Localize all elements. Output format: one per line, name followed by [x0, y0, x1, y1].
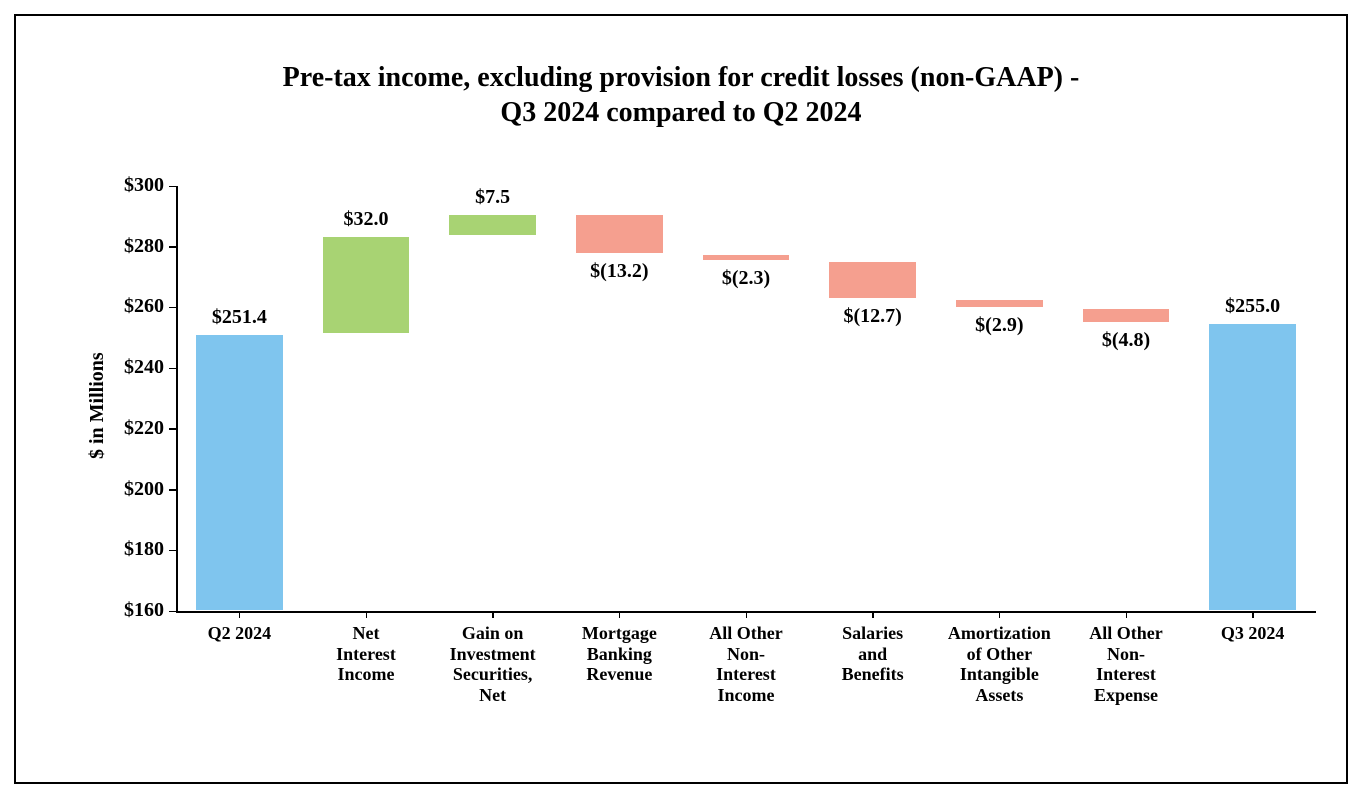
x-tick: [1252, 611, 1254, 618]
x-tick: [999, 611, 1001, 618]
category-label: All Other Non- Interest Income: [683, 623, 810, 706]
x-tick: [366, 611, 368, 618]
chart-title: Pre-tax income, excluding provision for …: [16, 60, 1346, 130]
y-axis-label: $ in Millions: [86, 352, 109, 459]
waterfall-bar: [1208, 323, 1297, 611]
category-label: Q2 2024: [176, 623, 303, 644]
waterfall-bar: [702, 254, 791, 261]
value-label: $251.4: [166, 306, 313, 329]
y-tick: [169, 428, 176, 430]
y-tick-label: $200: [16, 478, 164, 501]
value-label: $(12.7): [799, 305, 946, 328]
category-label: Net Interest Income: [303, 623, 430, 685]
value-label: $(2.3): [673, 267, 820, 290]
y-tick: [169, 368, 176, 370]
y-tick-label: $280: [16, 235, 164, 258]
waterfall-bar: [448, 214, 537, 237]
value-label: $(13.2): [546, 260, 693, 283]
category-label: Mortgage Banking Revenue: [556, 623, 683, 685]
x-tick: [1126, 611, 1128, 618]
y-axis: [176, 186, 178, 611]
y-tick: [169, 611, 176, 613]
y-tick-label: $300: [16, 174, 164, 197]
waterfall-bar: [322, 236, 411, 333]
chart-title-line1: Pre-tax income, excluding provision for …: [283, 62, 1080, 93]
y-tick: [169, 246, 176, 248]
x-tick: [619, 611, 621, 618]
y-tick-label: $180: [16, 538, 164, 561]
category-label: Amortization of Other Intangible Assets: [936, 623, 1063, 706]
category-label: Gain on Investment Securities, Net: [429, 623, 556, 706]
value-label: $(2.9): [926, 314, 1073, 337]
chart-title-line2: Q3 2024 compared to Q2 2024: [500, 97, 861, 128]
value-label: $255.0: [1179, 295, 1326, 318]
x-tick: [872, 611, 874, 618]
value-label: $(4.8): [1053, 329, 1200, 352]
waterfall-bar: [1082, 308, 1171, 323]
waterfall-bar: [828, 261, 917, 300]
y-tick-label: $160: [16, 599, 164, 622]
y-tick: [169, 489, 176, 491]
category-label: Salaries and Benefits: [809, 623, 936, 685]
waterfall-bar: [575, 214, 664, 254]
x-tick: [492, 611, 494, 618]
category-label: All Other Non- Interest Expense: [1063, 623, 1190, 706]
waterfall-bar: [195, 334, 284, 611]
y-tick: [169, 550, 176, 552]
waterfall-bar: [955, 299, 1044, 308]
value-label: $7.5: [419, 186, 566, 209]
value-label: $32.0: [293, 208, 440, 231]
x-tick: [239, 611, 241, 618]
y-tick: [169, 186, 176, 188]
x-tick: [746, 611, 748, 618]
y-tick-label: $260: [16, 295, 164, 318]
category-label: Q3 2024: [1189, 623, 1316, 644]
chart-frame: Pre-tax income, excluding provision for …: [14, 14, 1348, 784]
